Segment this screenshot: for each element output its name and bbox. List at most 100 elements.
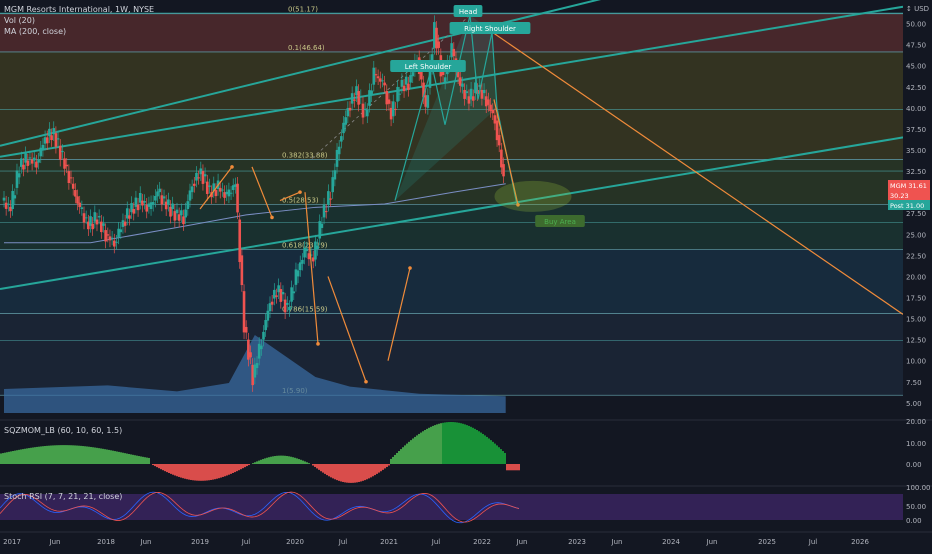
candle-body xyxy=(95,219,99,225)
x-tick-label: 2020 xyxy=(286,538,304,546)
momentum-bar xyxy=(414,436,416,464)
momentum-bar xyxy=(2,453,4,464)
momentum-bar xyxy=(280,455,282,464)
momentum-bar xyxy=(266,457,268,464)
candle-body xyxy=(463,89,466,99)
momentum-bar xyxy=(426,428,428,464)
momentum-bar xyxy=(18,449,20,464)
momentum-bar xyxy=(126,453,128,464)
x-tick-label: 2026 xyxy=(851,538,869,546)
momentum-bar xyxy=(30,447,32,464)
momentum-bar xyxy=(108,449,110,464)
arrow-head xyxy=(270,215,274,220)
momentum-bar xyxy=(146,457,148,464)
momentum-bar xyxy=(486,436,488,464)
momentum-bar xyxy=(246,464,248,467)
candle-body xyxy=(288,306,291,311)
momentum-bar xyxy=(472,427,474,464)
currency-label: ↕ USD xyxy=(906,5,929,13)
candle-body xyxy=(333,170,337,180)
momentum-bar xyxy=(68,445,70,464)
momentum-bar xyxy=(468,425,470,464)
momentum-bar xyxy=(484,435,486,464)
x-tick-label: Jun xyxy=(49,538,61,546)
candle-body xyxy=(138,192,142,203)
candle-body xyxy=(156,191,159,197)
candle-body xyxy=(277,285,280,293)
candle-body xyxy=(482,89,486,94)
momentum-bar xyxy=(82,446,84,464)
annotation-label: Left Shoulder xyxy=(405,63,452,71)
momentum-bar xyxy=(180,464,182,478)
momentum-bar xyxy=(312,464,314,466)
forecast-arrow xyxy=(327,276,367,382)
stoch-d-line xyxy=(0,491,520,523)
x-tick-label: 2023 xyxy=(568,538,586,546)
candle-body xyxy=(491,109,495,114)
candle-body xyxy=(469,88,473,100)
candle-body xyxy=(314,241,317,260)
candle-body xyxy=(402,85,406,92)
momentum-bar xyxy=(258,460,260,464)
x-tick-label: 2022 xyxy=(473,538,491,546)
momentum-bar xyxy=(190,464,192,480)
candle-body xyxy=(13,195,17,199)
momentum-tick: 10.00 xyxy=(906,440,926,448)
x-tick-label: Jul xyxy=(338,538,348,546)
fib-zone xyxy=(0,204,903,250)
momentum-bar xyxy=(292,457,294,464)
price-tag xyxy=(888,190,930,200)
candle-body xyxy=(121,220,125,227)
candle-body xyxy=(132,209,136,214)
annotation-box xyxy=(453,5,483,17)
fib-label: 0(51.17) xyxy=(288,6,318,14)
candle-body xyxy=(344,117,347,125)
candle-body xyxy=(201,171,205,184)
stoch-label[interactable]: Stoch RSI (7, 7, 21, 21, close) xyxy=(4,492,123,501)
candle-body xyxy=(426,95,430,108)
momentum-bar xyxy=(64,445,66,464)
candle-body xyxy=(411,72,415,77)
momentum-bar xyxy=(490,440,492,464)
candle-body xyxy=(396,86,399,102)
candle-body xyxy=(97,216,101,218)
candle-body xyxy=(149,202,153,209)
candle-body xyxy=(76,196,79,204)
momentum-bar xyxy=(460,423,462,464)
momentum-bar xyxy=(388,464,390,466)
momentum-bar xyxy=(278,455,280,464)
momentum-bar xyxy=(370,464,372,478)
momentum-bar xyxy=(496,445,498,464)
momentum-bar xyxy=(184,464,186,479)
trend-line xyxy=(491,31,904,315)
candle-body xyxy=(424,95,427,107)
momentum-bar xyxy=(512,464,514,471)
y-tick-label: 50.00 xyxy=(906,21,926,29)
volume-indicator-label[interactable]: Vol (20) xyxy=(4,16,35,25)
candle-body xyxy=(112,240,116,247)
ma-indicator-label[interactable]: MA (200, close) xyxy=(4,27,67,36)
momentum-bar xyxy=(354,464,356,483)
candle-body xyxy=(257,343,261,359)
momentum-bar xyxy=(260,459,262,464)
momentum-label[interactable]: SQZMOM_LB (60, 10, 60, 1.5) xyxy=(4,426,123,435)
candle-body xyxy=(487,99,490,105)
candle-body xyxy=(340,136,343,142)
momentum-bar xyxy=(256,461,258,464)
candle-body xyxy=(58,145,62,160)
candle-body xyxy=(262,331,265,340)
candle-body xyxy=(4,202,8,209)
momentum-tick: 20.00 xyxy=(906,418,926,426)
momentum-bar xyxy=(162,464,164,471)
candle-body xyxy=(285,302,289,305)
candle-body xyxy=(128,215,131,219)
momentum-bar xyxy=(62,445,64,464)
momentum-bar xyxy=(344,464,346,483)
candle-body xyxy=(167,199,170,205)
candle-body xyxy=(322,204,326,218)
candle-body xyxy=(35,161,38,168)
candle-body xyxy=(385,91,389,105)
symbol-title[interactable]: MGM Resorts International, 1W, NYSE xyxy=(4,5,155,14)
